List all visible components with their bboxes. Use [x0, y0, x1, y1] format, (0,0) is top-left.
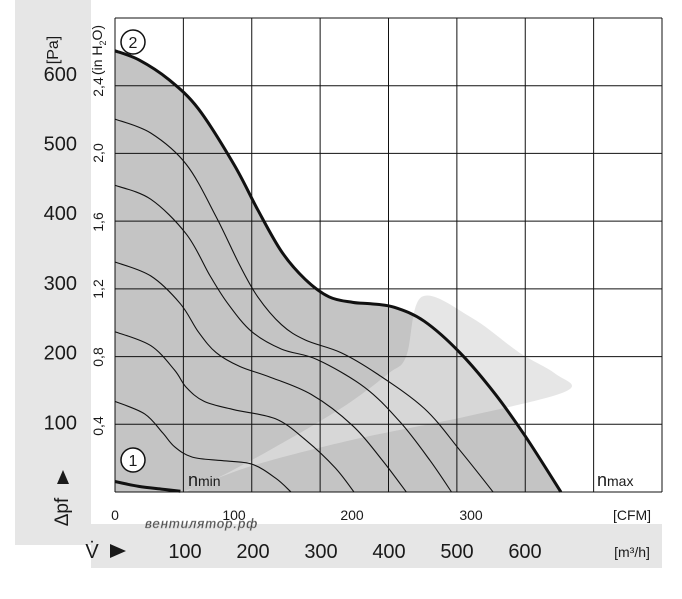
curve-speed-3	[114, 184, 452, 493]
bottom-axis-strip	[91, 492, 662, 524]
curve-1-marker-circle	[120, 447, 146, 473]
y-pa-tick-label: 200	[44, 343, 77, 365]
y-inh2o-tick-label: 1,2	[90, 279, 106, 299]
x-m3h-tick-label: 500	[440, 541, 473, 563]
x-m3h-tick-label: 200	[236, 541, 269, 563]
x-axis-symbol: V̇	[85, 541, 99, 563]
watermark: вентилятор.рф	[145, 516, 258, 531]
y-axis-symbol: Δpf	[52, 497, 73, 526]
curve-2-marker-circle	[120, 29, 146, 55]
x-axis-m3h-unit: [m³/h]	[614, 544, 650, 560]
y-pa-tick-label: 600	[44, 64, 77, 86]
y-axis-inh2o-unit: (in H2O)	[89, 25, 108, 75]
curve-2-marker-label: 2	[129, 35, 138, 52]
x-m3h-tick-label: 100	[168, 541, 201, 563]
y-inh2o-tick-label: 0,4	[90, 416, 106, 436]
x-m3h-tick-label: 600	[508, 541, 541, 563]
y-axis-pa-unit: [Pa]	[45, 36, 62, 64]
y-pa-tick-label: 300	[44, 273, 77, 295]
y-pa-tick-label: 500	[44, 133, 77, 155]
curve-max-0	[114, 49, 563, 493]
curve-speed-2	[114, 118, 494, 493]
y-inh2o-tick-label: 1,6	[90, 212, 106, 232]
n-max-label: nmax	[597, 470, 633, 490]
curve-1-marker-label: 1	[129, 453, 138, 470]
y-inh2o-tick-label: 2,4	[90, 77, 106, 97]
y-axis-inh2o-ticks: 0,4 0,8 1,2 1,6 2,0 2,4	[90, 77, 106, 436]
x-axis-cfm-ticks: 0 100 200 300	[111, 507, 483, 523]
curve-min-1	[114, 480, 181, 493]
left-axis-panel	[15, 0, 91, 545]
curve-speed-4	[114, 261, 407, 493]
x-cfm-tick-label: 100	[222, 507, 246, 523]
curve-speed-6	[114, 400, 292, 493]
x-axis-arrow-icon	[110, 544, 126, 558]
x-cfm-tick-label: 0	[111, 507, 119, 523]
x-m3h-tick-label: 400	[372, 541, 405, 563]
y-axis-arrow-icon	[57, 470, 69, 484]
y-inh2o-tick-label: 2,0	[90, 143, 106, 163]
n-min-label: nmin	[188, 470, 221, 490]
x-m3h-tick-label: 300	[304, 541, 337, 563]
x-axis-cfm-unit: [CFM]	[613, 507, 651, 523]
curve-speed-5	[114, 331, 355, 493]
x-axis-m3h-ticks: 100 200 300 400 500 600	[168, 541, 541, 563]
curves-layer	[114, 49, 563, 493]
regions-layer	[115, 50, 572, 493]
grid-layer	[114, 17, 663, 493]
x-cfm-tick-label: 200	[340, 507, 364, 523]
x-cfm-tick-label: 300	[459, 507, 483, 523]
y-pa-tick-label: 100	[44, 412, 77, 434]
y-inh2o-tick-label: 0,8	[90, 347, 106, 367]
y-pa-tick-label: 400	[44, 203, 77, 225]
recommended-band-region	[180, 295, 572, 492]
y-axis-pa-ticks: 100 200 300 400 500 600	[44, 64, 77, 435]
